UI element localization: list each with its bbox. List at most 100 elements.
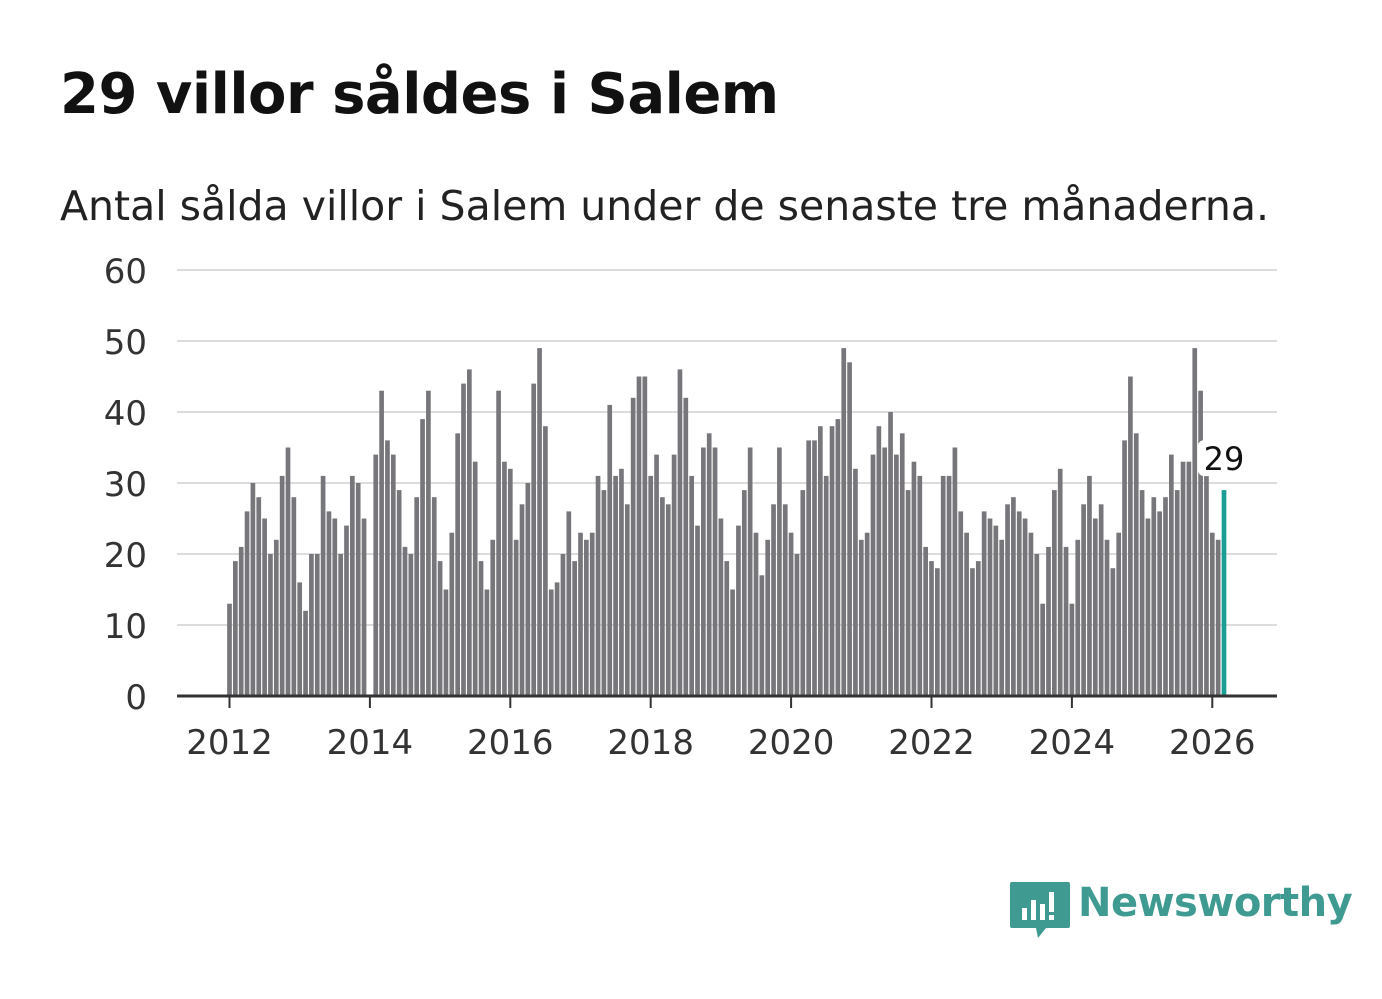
bar (876, 426, 882, 696)
bar (1040, 603, 1045, 696)
y-tick-label: 10 (104, 607, 147, 647)
x-tick-label: 2018 (607, 723, 694, 763)
bar (841, 348, 847, 696)
bar (1215, 539, 1221, 696)
bar (1174, 490, 1180, 696)
x-tick-label: 2022 (888, 723, 975, 763)
bar (589, 532, 595, 696)
bar (1046, 546, 1051, 696)
bar (227, 603, 232, 696)
bar (1169, 454, 1174, 696)
bar (373, 454, 379, 696)
bar (537, 348, 542, 696)
bar (238, 546, 244, 696)
bar (361, 518, 367, 696)
bar (741, 490, 747, 696)
bar (566, 511, 572, 696)
bar (619, 468, 624, 696)
bar (1209, 532, 1215, 696)
bar (420, 419, 425, 696)
bar (993, 525, 999, 696)
bar-highlight (1221, 490, 1227, 696)
bar (800, 490, 806, 696)
bar (940, 475, 946, 696)
bar (946, 475, 952, 696)
bars (227, 348, 1227, 696)
x-tick-label: 2012 (186, 723, 273, 763)
bar (385, 440, 390, 696)
bar (695, 525, 700, 696)
brand-name: Newsworthy (1078, 880, 1353, 926)
bar (303, 610, 308, 696)
bar (1092, 518, 1098, 696)
bar (777, 447, 782, 696)
bar (332, 518, 338, 696)
y-tick-label: 50 (104, 323, 147, 363)
bar (285, 447, 291, 696)
bar (525, 483, 531, 696)
bar (1133, 433, 1139, 696)
bar (572, 561, 577, 696)
bar (894, 454, 899, 696)
y-tick-label: 20 (104, 536, 147, 576)
bar (250, 483, 256, 696)
bar (256, 497, 262, 696)
bar (338, 554, 343, 696)
bar (964, 532, 969, 696)
bar (853, 468, 858, 696)
bar (379, 390, 384, 696)
bar (665, 504, 671, 696)
x-tick-label: 2016 (467, 723, 554, 763)
bar (548, 589, 554, 696)
bar (648, 475, 654, 696)
bar (870, 454, 876, 696)
bar (829, 426, 835, 696)
bar (747, 447, 753, 696)
y-tick-label: 0 (125, 678, 147, 718)
bar (449, 532, 455, 696)
axes (177, 694, 1277, 708)
bar (396, 490, 402, 696)
chart-subtitle: Antal sålda villor i Salem under de sena… (60, 182, 1270, 230)
bar (888, 412, 893, 696)
bar (911, 461, 917, 696)
bar (478, 561, 484, 696)
bar (233, 561, 238, 696)
data-label-background (1198, 440, 1250, 477)
bar (408, 554, 414, 696)
bar (689, 475, 694, 696)
bar (1057, 468, 1063, 696)
bar (414, 497, 420, 696)
bar (467, 369, 472, 696)
bar (1110, 568, 1116, 696)
bar (759, 575, 765, 696)
bar (835, 419, 841, 696)
bar (706, 433, 712, 696)
bar (507, 468, 513, 696)
bar (1104, 539, 1110, 696)
bar (630, 397, 636, 696)
bar (771, 504, 776, 696)
bar (426, 390, 431, 696)
newsworthy-logo-icon (1010, 882, 1070, 938)
bar (712, 447, 718, 696)
bar (1081, 504, 1086, 696)
bar (291, 497, 297, 696)
bar (262, 518, 267, 696)
bar (601, 490, 607, 696)
bar (314, 554, 320, 696)
bar (496, 390, 501, 696)
bar (1151, 497, 1157, 696)
bar (279, 475, 285, 696)
chart-title: 29 villor såldes i Salem (60, 62, 779, 127)
bar (560, 554, 566, 696)
bar (724, 561, 730, 696)
bar (595, 475, 601, 696)
bar (1192, 348, 1198, 696)
bar (502, 461, 507, 696)
bar (1180, 461, 1186, 696)
bar (584, 539, 589, 696)
bar (1116, 532, 1122, 696)
bar (905, 490, 911, 696)
